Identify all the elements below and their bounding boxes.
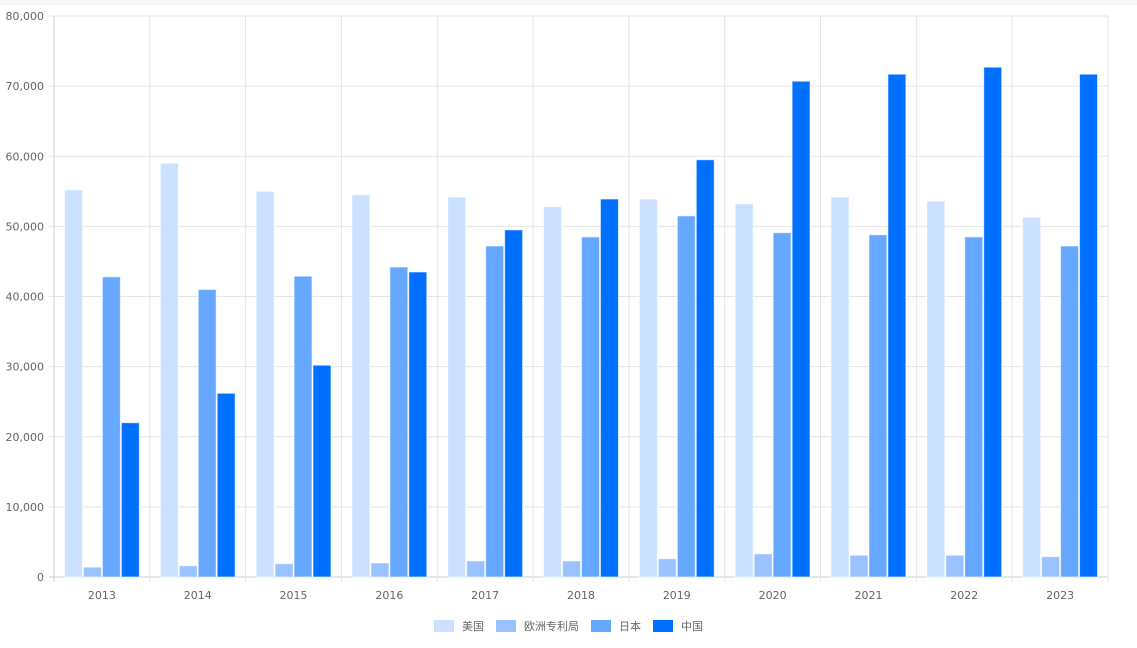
- bar-欧洲专利局-2017: 欧洲专利局 2017: 2300: [466, 560, 486, 578]
- bar-日本-2014: 日本 2014: 41000: [197, 288, 217, 578]
- bar-日本-2021: 日本 2021: 48800: [868, 234, 888, 578]
- x-tick-label: 2018: [567, 589, 595, 602]
- legend: 美国 欧洲专利局 日本 中国: [0, 618, 1137, 634]
- y-tick-label: 70,000: [6, 80, 45, 93]
- bar-欧洲专利局-2016: 欧洲专利局 2016: 2000: [370, 562, 390, 578]
- y-tick-label: 30,000: [6, 361, 45, 374]
- x-tick-label: 2020: [759, 589, 787, 602]
- bar-中国-2018: 中国 2018: 53900: [599, 198, 619, 578]
- bar-中国-2019: 中国 2019: 59500: [695, 159, 715, 578]
- top-strip: [0, 0, 1137, 5]
- x-tick-label: 2021: [854, 589, 882, 602]
- bar-日本-2020: 日本 2020: 49100: [772, 232, 792, 578]
- bar-欧洲专利局-2019: 欧洲专利局 2019: 2600: [657, 558, 677, 578]
- legend-label: 中国: [681, 620, 703, 633]
- bar-日本-2023: 日本 2023: 47200: [1060, 245, 1080, 578]
- bar-欧洲专利局-2022: 欧洲专利局 2022: 3100: [945, 554, 965, 578]
- legend-item[interactable]: 美国: [434, 618, 484, 634]
- bar-欧洲专利局-2023: 欧洲专利局 2023: 2900: [1041, 556, 1061, 578]
- y-tick-label: 20,000: [6, 431, 45, 444]
- bar-日本-2016: 日本 2016: 44200: [389, 266, 409, 578]
- bar-日本-2015: 日本 2015: 42900: [293, 275, 313, 578]
- bar-chart: 0 10,000 20,000 30,000 40,000 50,000 60,000 70,…: [6, 10, 1109, 602]
- bar-欧洲专利局-2014: 欧洲专利局 2014: 1600: [178, 565, 198, 578]
- bar-中国-2020: 中国 2020: 70700: [791, 80, 811, 578]
- y-tick-label: 40,000: [6, 291, 45, 304]
- legend-swatch: [496, 620, 516, 632]
- bar-美国-2022: 美国 2022: 53600: [926, 200, 946, 578]
- x-tick-label: 2016: [375, 589, 403, 602]
- legend-label: 日本: [619, 620, 641, 633]
- bar-美国-2020: 美国 2020: 53200: [734, 203, 754, 578]
- bar-日本-2017: 日本 2017: 47200: [485, 245, 505, 578]
- bar-中国-2013: 中国 2013: 22000: [120, 422, 140, 578]
- bar-日本-2022: 日本 2022: 48500: [964, 236, 984, 578]
- legend-item[interactable]: 中国: [653, 618, 703, 634]
- bar-中国-2014: 中国 2014: 26200: [216, 392, 236, 578]
- bar-中国-2023: 中国 2023: 71700: [1079, 73, 1098, 578]
- bar-美国-2019: 美国 2019: 53900: [638, 198, 658, 578]
- bar-欧洲专利局-2020: 欧洲专利局 2020: 3300: [753, 553, 773, 578]
- y-tick-label: 10,000: [6, 501, 45, 514]
- bar-中国-2015: 中国 2015: 30200: [312, 364, 332, 578]
- bar-欧洲专利局-2015: 欧洲专利局 2015: 1900: [274, 563, 294, 578]
- y-tick-label: 60,000: [6, 150, 45, 163]
- y-tick-label: 0: [37, 571, 44, 584]
- bar-欧洲专利局-2018: 欧洲专利局 2018: 2300: [562, 560, 582, 578]
- bar-日本-2018: 日本 2018: 48500: [581, 236, 600, 578]
- bar-中国-2021: 中国 2021: 71700: [887, 73, 907, 578]
- bar-美国-2014: 美国 2014: 59000: [159, 162, 179, 578]
- legend-item[interactable]: 欧洲专利局: [496, 618, 579, 634]
- x-tick-label: 2015: [280, 589, 308, 602]
- bar-欧洲专利局-2013: 欧洲专利局 2013: 1400: [82, 566, 102, 578]
- bar-日本-2013: 日本 2013: 42800: [101, 276, 121, 578]
- x-tick-label: 2014: [184, 589, 212, 602]
- x-tick-label: 2013: [88, 589, 116, 602]
- legend-label: 欧洲专利局: [524, 620, 579, 633]
- bar-中国-2022: 中国 2022: 72700: [983, 66, 1003, 578]
- bar-美国-2013: 美国 2013: 55200: [64, 189, 83, 578]
- bar-美国-2016: 美国 2016: 54500: [351, 194, 371, 578]
- bar-欧洲专利局-2021: 欧洲专利局 2021: 3100: [849, 554, 869, 578]
- y-tick-label: 80,000: [6, 10, 45, 23]
- bar-美国-2018: 美国 2018: 52800: [543, 206, 563, 578]
- bar-美国-2023: 美国 2023: 51300: [1022, 216, 1042, 578]
- x-tick-label: 2019: [663, 589, 691, 602]
- y-tick-label: 50,000: [6, 220, 45, 233]
- bar-中国-2016: 中国 2016: 43500: [408, 271, 428, 578]
- bar-美国-2021: 美国 2021: 54200: [830, 196, 850, 578]
- bar-中国-2017: 中国 2017: 49500: [504, 229, 524, 578]
- bar-美国-2015: 美国 2015: 55000: [255, 190, 275, 578]
- legend-label: 美国: [462, 620, 484, 633]
- x-tick-label: 2017: [471, 589, 499, 602]
- bar-日本-2019: 日本 2019: 51500: [676, 215, 696, 578]
- x-tick-label: 2022: [950, 589, 978, 602]
- legend-swatch: [653, 620, 673, 632]
- bar-美国-2017: 美国 2017: 54200: [447, 196, 467, 578]
- legend-swatch: [434, 620, 454, 632]
- legend-swatch: [591, 620, 611, 632]
- x-tick-label: 2023: [1046, 589, 1074, 602]
- legend-item[interactable]: 日本: [591, 618, 641, 634]
